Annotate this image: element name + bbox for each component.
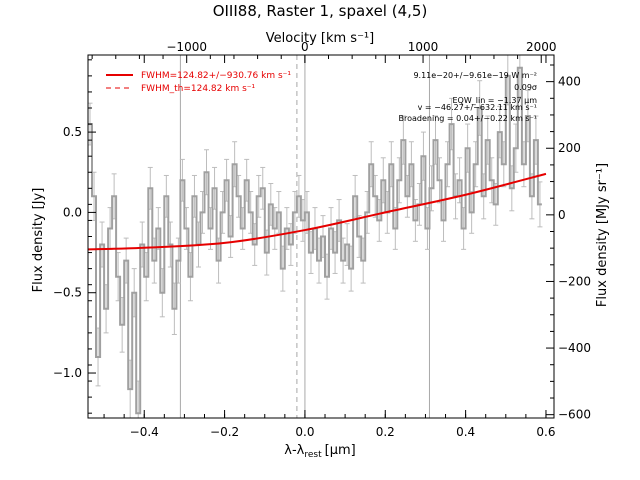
x-tick-label: 0.4 [456,425,475,439]
x-axis-label-unit: [μm] [325,443,356,458]
top-axis-ticks: −1000 0 1000 2000 [91,40,557,63]
legend: FWHM=124.82+/−930.76 km s⁻¹ FWHM_th=124.… [106,71,291,94]
top-tick-label: 0 [301,40,309,54]
x-tick-label: 0.0 [295,425,314,439]
annotation-broadening: Broadening = 0.04+/−0.22 km s⁻¹ [399,114,537,123]
top-axis-label: Velocity [km s⁻¹] [266,31,374,46]
right-tick-label: −600 [558,408,591,422]
reference-lines [179,55,430,418]
x-tick-label: −0.2 [210,425,239,439]
x-axis-label-main: λ-λ [284,443,304,458]
right-tick-label: −400 [558,341,591,355]
left-y-axis-ticks: −1.0 −0.5 0.0 0.5 [53,59,96,414]
chart-title: OIII88, Raster 1, spaxel (4,5) [213,2,428,20]
x-tick-label: −0.4 [130,425,159,439]
legend-entry-thermal: FWHM_th=124.82 km s⁻¹ [141,84,256,94]
x-axis-label-subscript: rest [304,450,322,460]
right-tick-label: −200 [558,274,591,288]
fit-line [88,172,547,251]
x-tick-label: 0.2 [376,425,395,439]
y-tick-label: −0.5 [53,286,82,300]
annotations: 9.11e−20+/−9.61e−19 W m⁻² 0.09σ EQW_lin … [399,71,538,123]
fit-series [88,172,547,251]
x-axis-label: λ-λrest [μm] [284,443,355,460]
annotation-flux: 9.11e−20+/−9.61e−19 W m⁻² [413,71,537,80]
right-tick-label: 400 [558,75,581,89]
top-tick-label: −1000 [166,40,207,54]
top-tick-label: 1000 [408,40,439,54]
y-tick-label: 0.5 [63,125,82,139]
top-tick-label: 2000 [526,40,557,54]
y-tick-label: −1.0 [53,366,82,380]
x-axis-ticks: −0.4 −0.2 0.0 0.2 0.4 0.6 [103,55,556,439]
right-y-axis-ticks: −600 −400 −200 0 200 400 [546,64,591,422]
annotation-sigma: 0.09σ [514,83,537,92]
annotation-eqw: EQW_lin = −1.37 μm [452,96,537,105]
legend-entry-fit: FWHM=124.82+/−930.76 km s⁻¹ [141,71,291,81]
right-y-axis-label: Flux density [MJy sr⁻¹] [595,163,610,307]
y-tick-label: 0.0 [63,205,82,219]
left-y-axis-label: Flux density [Jy] [31,188,46,293]
annotation-velocity: v = −46.27+/−632.11 km s⁻¹ [418,103,537,112]
right-tick-label: 200 [558,141,581,155]
right-tick-label: 0 [558,208,566,222]
x-tick-label: 0.6 [536,425,555,439]
